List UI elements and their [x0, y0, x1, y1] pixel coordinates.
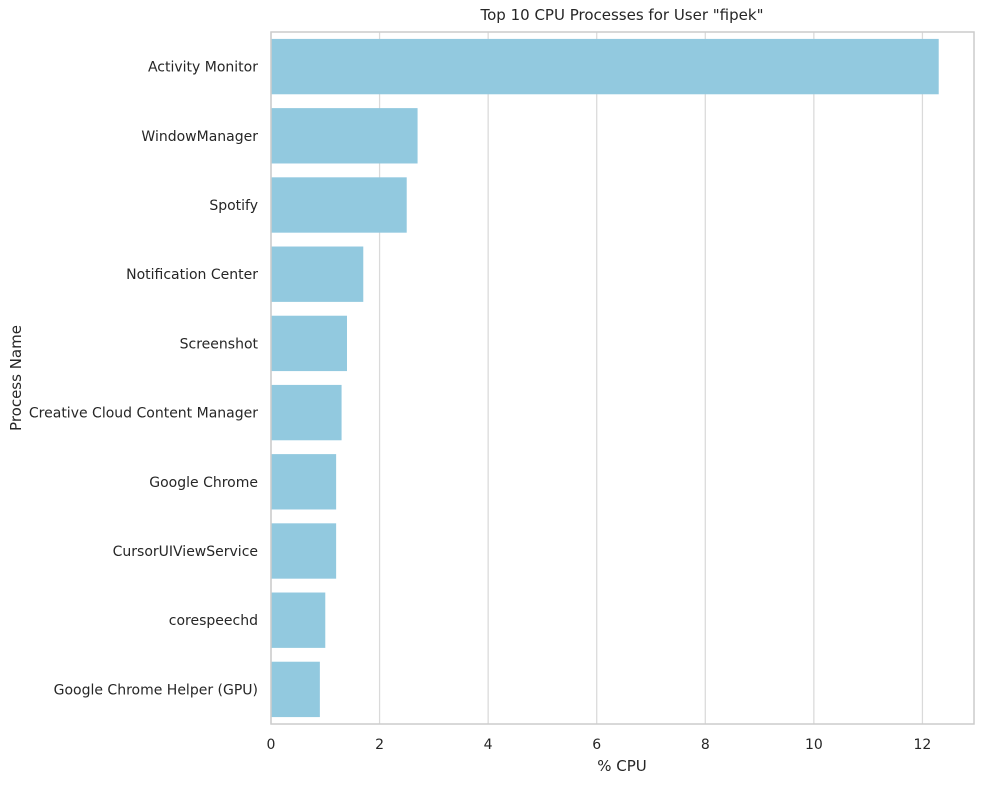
y-category-label: Screenshot	[180, 336, 259, 352]
x-tick-label: 12	[914, 737, 932, 753]
y-category-label: Notification Center	[126, 267, 258, 283]
x-tick-label: 8	[701, 737, 710, 753]
bar	[271, 454, 337, 510]
x-tick-label: 6	[592, 737, 601, 753]
x-tick-labels: 0 2 4 6 8 10 12	[267, 737, 932, 753]
bar	[271, 38, 939, 95]
y-category-label: Activity Monitor	[148, 60, 258, 76]
y-category-label: corespeechd	[169, 613, 258, 629]
y-category-label: Google Chrome	[149, 475, 258, 491]
bar	[271, 315, 347, 372]
y-axis-label: Process Name	[7, 325, 25, 431]
x-tick-label: 0	[267, 737, 276, 753]
chart-title: Top 10 CPU Processes for User "fipek"	[480, 6, 764, 24]
y-category-label: Spotify	[209, 198, 258, 214]
y-category-label: CursorUIViewService	[113, 544, 258, 560]
bars	[271, 38, 939, 718]
x-axis-label: % CPU	[597, 757, 647, 775]
x-tick-label: 2	[375, 737, 384, 753]
bar	[271, 592, 326, 648]
x-tick-label: 10	[805, 737, 823, 753]
y-category-labels: Activity Monitor WindowManager Spotify Noti…	[29, 60, 259, 699]
bar	[271, 246, 364, 302]
y-category-label: Google Chrome Helper (GPU)	[54, 682, 258, 698]
bar	[271, 384, 342, 441]
plot-frame	[270, 31, 975, 725]
bar	[271, 108, 418, 164]
bar	[271, 661, 320, 718]
y-category-label: Creative Cloud Content Manager	[29, 406, 258, 422]
bar	[271, 177, 407, 233]
y-category-label: WindowManager	[141, 129, 258, 145]
bar	[271, 523, 337, 579]
x-tick-label: 4	[484, 737, 493, 753]
